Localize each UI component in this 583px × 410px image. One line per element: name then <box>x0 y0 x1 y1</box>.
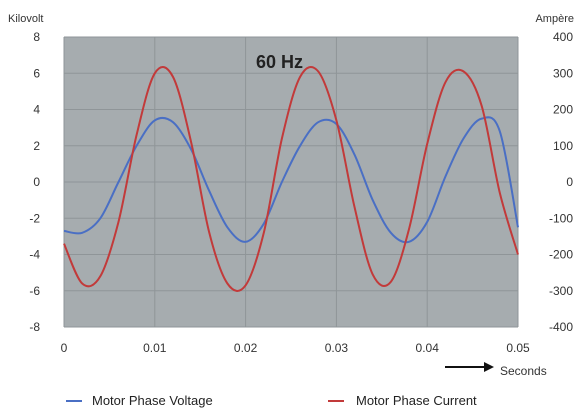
x-tick-label-4: 0.04 <box>416 341 440 355</box>
left-tick-label-1: -6 <box>29 284 40 298</box>
right-tick-label-5: 100 <box>553 139 573 153</box>
left-tick-label-8: 8 <box>33 30 40 44</box>
x-axis-ticks: 0 0.01 0.02 0.03 0.04 0.05 <box>61 341 530 355</box>
x-tick-label-0: 0 <box>61 341 68 355</box>
right-axis-title: Ampère <box>535 13 574 25</box>
x-tick-label-3: 0.03 <box>325 341 349 355</box>
right-tick-label-6: 200 <box>553 103 573 117</box>
left-tick-label-2: -4 <box>29 248 40 262</box>
left-tick-label-6: 4 <box>33 103 40 117</box>
x-tick-label-1: 0.01 <box>143 341 167 355</box>
right-tick-label-4: 0 <box>566 175 573 189</box>
right-tick-label-1: -300 <box>549 284 573 298</box>
series-layer <box>63 66 519 292</box>
right-tick-label-3: -100 <box>549 211 573 225</box>
right-tick-label-0: -400 <box>549 320 573 334</box>
x-axis-title: Seconds <box>500 364 547 378</box>
left-tick-label-0: -8 <box>29 320 40 334</box>
x-tick-label-2: 0.02 <box>234 341 258 355</box>
right-axis-ticks: -400 -300 -200 -100 0 100 200 300 400 <box>549 30 573 334</box>
left-tick-label-5: 2 <box>33 139 40 153</box>
right-tick-label-7: 300 <box>553 66 573 80</box>
frequency-annotation: 60 Hz <box>256 52 303 72</box>
legend: Motor Phase Voltage Motor Phase Current <box>66 393 477 408</box>
legend-voltage-label: Motor Phase Voltage <box>92 393 213 408</box>
x-axis-arrow-head <box>484 362 494 372</box>
left-tick-label-4: 0 <box>33 175 40 189</box>
series-line-current <box>63 66 519 292</box>
x-axis-label-group: Seconds <box>445 362 547 378</box>
series-line-voltage <box>63 116 519 244</box>
left-axis-title: Kilovolt <box>8 13 43 25</box>
left-tick-label-3: -2 <box>29 211 40 225</box>
x-tick-label-5: 0.05 <box>506 341 530 355</box>
legend-current-label: Motor Phase Current <box>356 393 477 408</box>
right-tick-label-2: -200 <box>549 248 573 262</box>
left-tick-label-7: 6 <box>33 66 40 80</box>
right-tick-label-8: 400 <box>553 30 573 44</box>
left-axis-ticks: -8 -6 -4 -2 0 2 4 6 8 <box>29 30 40 334</box>
